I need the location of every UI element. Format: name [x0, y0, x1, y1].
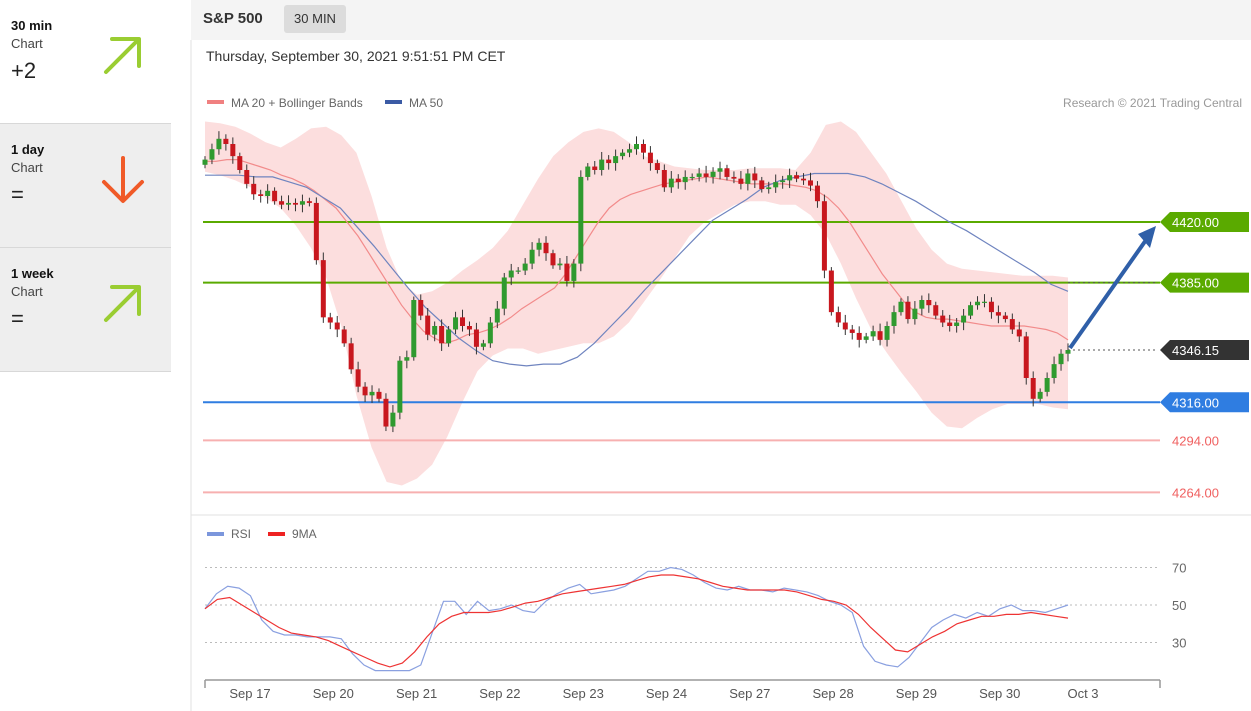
timeframe-name: 30 min — [11, 18, 53, 33]
timeframe-sub: Chart — [11, 284, 43, 299]
symbol-title: S&P 500 — [203, 10, 263, 27]
timeframe-button[interactable]: 30 MIN — [284, 5, 346, 33]
arrow-up-icon — [104, 37, 141, 74]
timeframe-value: = — [11, 182, 24, 207]
timeframe-name: 1 week — [11, 266, 54, 281]
timeframe-30min[interactable]: 30 min Chart +2 — [0, 0, 171, 124]
timeframe-1week[interactable]: 1 week Chart = — [0, 248, 171, 372]
timeframe-sub: Chart — [11, 160, 43, 175]
arrow-up-icon — [104, 285, 141, 322]
timeframe-value: +2 — [11, 58, 37, 83]
timeframe-value: = — [11, 306, 24, 331]
chart-datetime: Thursday, September 30, 2021 9:51:51 PM … — [206, 48, 506, 64]
arrow-down-icon — [102, 156, 144, 203]
timeframe-sidebar: 30 min Chart +2 1 day Chart = 1 week Cha… — [0, 0, 171, 372]
timeframe-1day[interactable]: 1 day Chart = — [0, 124, 171, 248]
timeframe-sub: Chart — [11, 36, 43, 51]
chart-toolbar: S&P 500 30 MIN — [191, 0, 1251, 40]
timeframe-name: 1 day — [11, 142, 45, 157]
chart-panel: S&P 500 30 MIN Thursday, September 30, 2… — [191, 0, 1251, 711]
